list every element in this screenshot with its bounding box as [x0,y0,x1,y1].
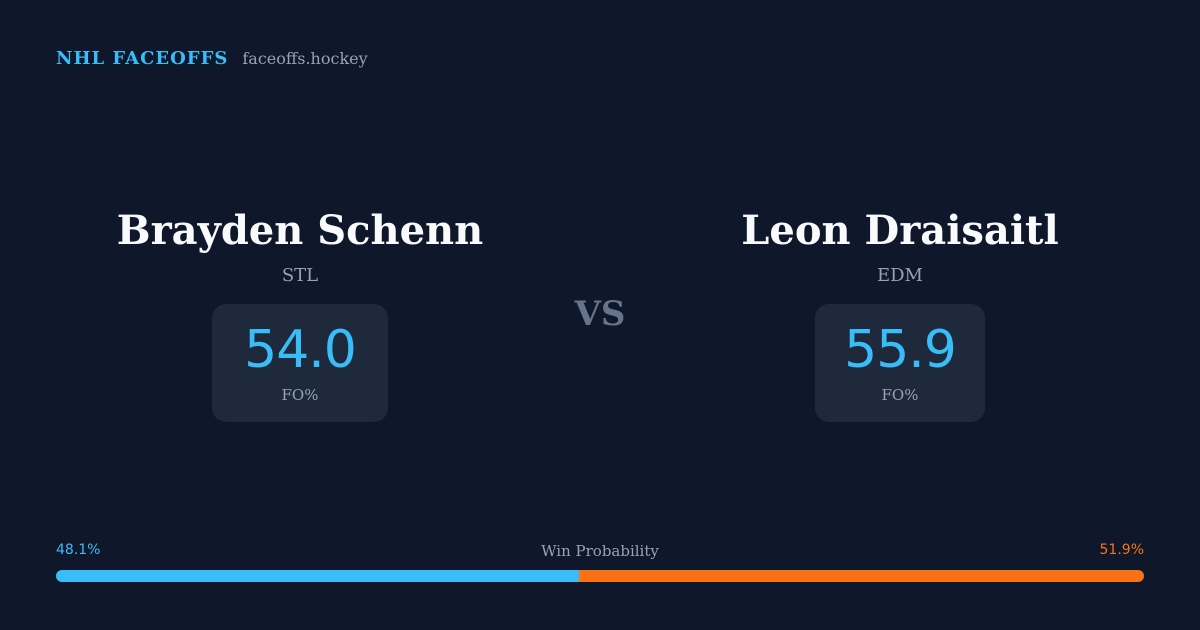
versus-label: VS [574,294,626,334]
faceoff-percentage-right: 55.9 [844,320,957,380]
win-probability-right: 51.9% [1099,542,1144,558]
player-team-right: EDM [876,265,923,286]
player-name-left: Brayden Schenn [116,207,484,254]
win-probability-fill-left [56,570,580,582]
win-probability-bar [56,570,1144,582]
win-probability-labels: 48.1% Win Probability 51.9% [56,542,1144,562]
faceoff-stat-card-left: 54.0 FO% [212,304,388,422]
player-team-left: STL [281,265,319,286]
brand-name: NHL FACEOFFS [56,48,229,69]
player-name-right: Leon Draisaitl [741,207,1059,254]
brand-url: faceoffs.hockey [242,49,368,68]
player-left: Brayden Schenn STL 54.0 FO% [50,204,550,422]
brand-header: NHL FACEOFFS faceoffs.hockey [56,48,368,69]
player-right: Leon Draisaitl EDM 55.9 FO% [650,204,1150,422]
faceoff-stat-card-right: 55.9 FO% [815,304,985,422]
win-probability-left: 48.1% [56,542,101,558]
faceoff-percentage-left: 54.0 [244,320,357,380]
faceoff-label-left: FO% [281,386,319,404]
faceoff-label-right: FO% [881,386,919,404]
win-probability-title: Win Probability [541,542,659,560]
win-probability-fill-right [579,570,1144,582]
